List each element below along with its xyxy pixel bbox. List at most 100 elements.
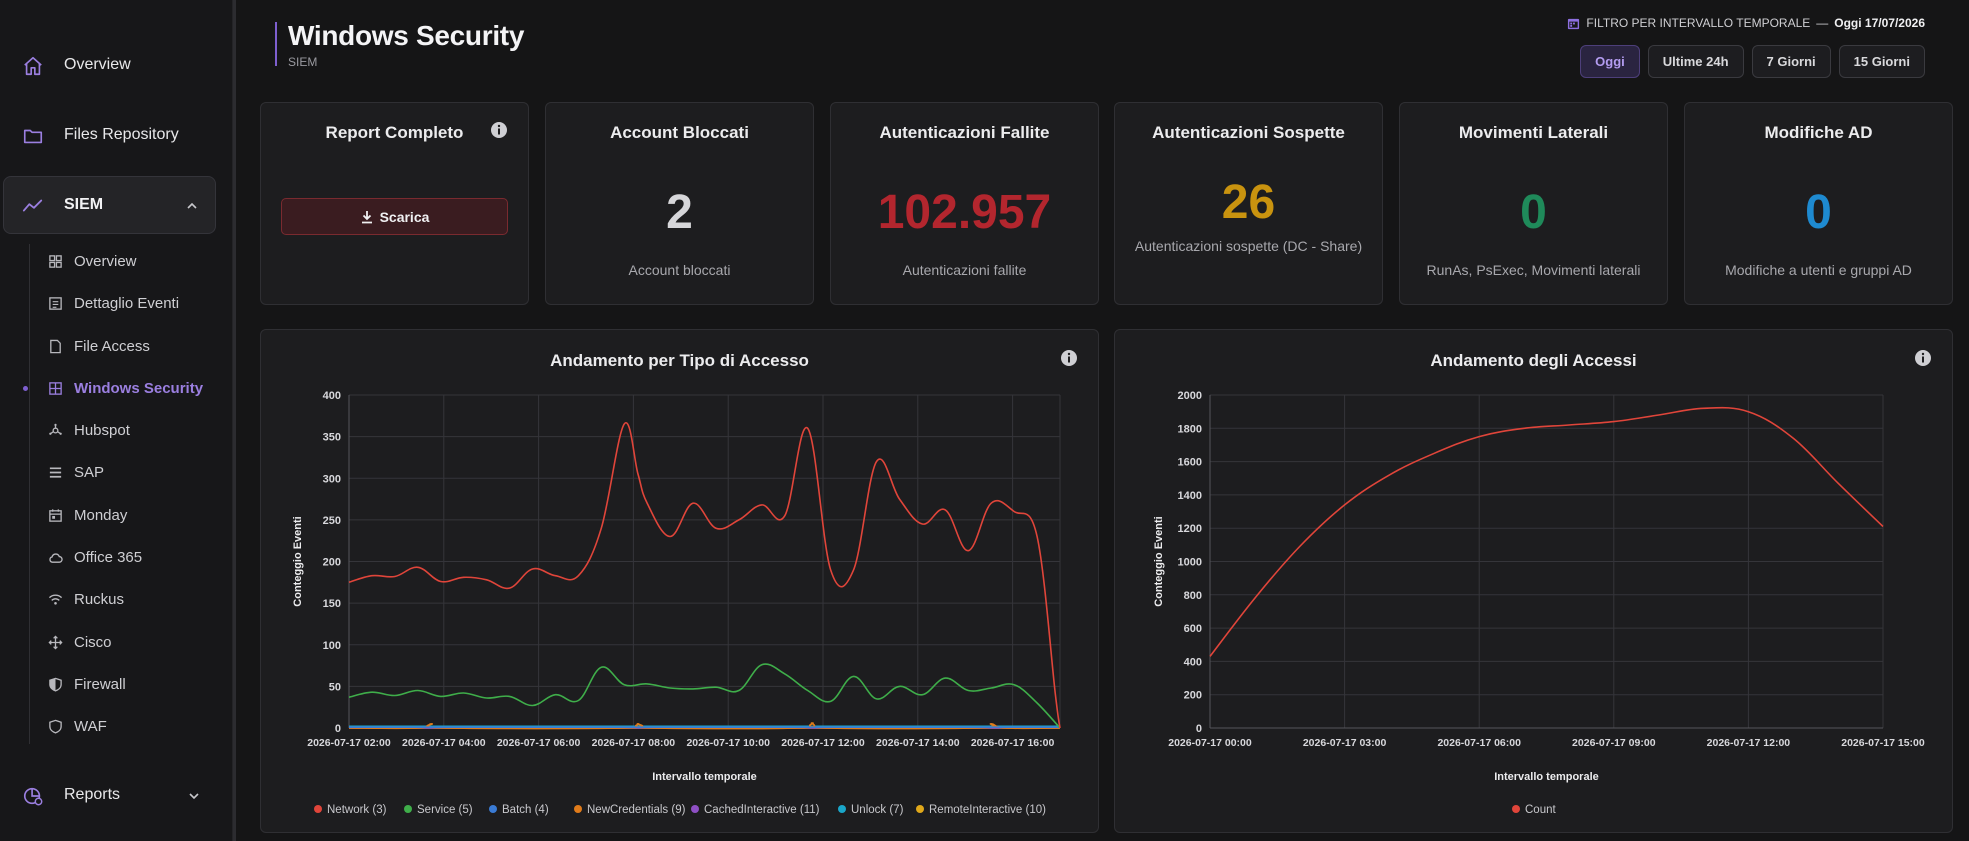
y-tick-label: 800: [1184, 590, 1202, 602]
sidebar-subitem-overview[interactable]: Overview: [48, 246, 218, 276]
submenu-line: [29, 244, 30, 744]
sidebar-item-label: Overview: [64, 56, 131, 73]
wifi-icon: [48, 594, 63, 605]
page-subtitle: SIEM: [288, 55, 318, 69]
filter-label: FILTRO PER INTERVALLO TEMPORALE: [1586, 16, 1811, 30]
legend-label: Unlock (7): [851, 804, 904, 816]
hubspot-icon: [49, 423, 62, 435]
sidebar: Overview Files Repository SIEM Overview …: [0, 0, 236, 841]
chart-title: Andamento per Tipo di Accesso: [550, 351, 809, 370]
chevron-up-icon[interactable]: [185, 199, 199, 213]
sidebar-item-overview[interactable]: Overview: [0, 42, 233, 88]
x-tick-label: 2026-07-17 00:00: [1168, 737, 1252, 749]
y-tick-label: 1400: [1178, 490, 1202, 502]
card-value: 26: [1221, 176, 1276, 229]
card-title: Report Completo: [325, 123, 464, 142]
info-icon[interactable]: [1914, 349, 1932, 367]
x-tick-label: 2026-07-17 16:00: [971, 737, 1055, 749]
legend-label: RemoteInteractive (10): [929, 804, 1046, 816]
y-tick-label: 150: [323, 598, 341, 610]
x-tick-label: 2026-07-17 03:00: [1303, 737, 1387, 749]
card-value: 0: [1520, 186, 1547, 239]
sidebar-subitem-cisco[interactable]: Cisco: [48, 627, 218, 657]
trend-line-icon: [22, 199, 43, 212]
sidebar-subitem-windows-security[interactable]: Windows Security: [48, 373, 218, 403]
y-axis-title: Conteggio Eventi: [292, 516, 304, 606]
y-tick-label: 0: [335, 723, 341, 735]
x-axis-title: Intervallo temporale: [1494, 771, 1599, 783]
card-title: Account Bloccati: [610, 123, 749, 142]
sidebar-item-reports[interactable]: Reports: [0, 772, 233, 818]
range-24h-button[interactable]: Ultime 24h: [1647, 45, 1744, 78]
download-button[interactable]: Scarica: [281, 198, 508, 235]
sidebar-subitem-label: Office 365: [74, 549, 143, 566]
sidebar-item-label: Reports: [64, 786, 121, 803]
sidebar-subitem-monday[interactable]: Monday: [48, 500, 218, 530]
windows-icon: [49, 382, 62, 395]
y-tick-label: 200: [323, 557, 341, 569]
card-value: 0: [1805, 186, 1832, 239]
sidebar-subitem-label: Cisco: [74, 634, 112, 651]
server-icon: [49, 467, 62, 478]
download-label: Scarica: [379, 208, 430, 225]
chart-grid: [1209, 394, 1884, 729]
info-icon[interactable]: [490, 121, 508, 139]
sidebar-subitem-file-access[interactable]: File Access: [48, 331, 218, 361]
legend-item: Count: [1512, 804, 1556, 816]
sidebar-subitem-firewall[interactable]: Firewall: [48, 669, 218, 699]
x-tick-label: 2026-07-17 08:00: [592, 737, 676, 749]
calendar-icon: [49, 509, 62, 522]
sidebar-subitem-hubspot[interactable]: Hubspot: [48, 415, 218, 445]
legend-label: Count: [1525, 804, 1556, 816]
card-description: RunAs, PsExec, Movimenti laterali: [1426, 262, 1641, 278]
y-axis-title: Conteggio Eventi: [1153, 516, 1165, 606]
x-tick-label: 2026-07-17 04:00: [402, 737, 486, 749]
x-tick-label: 2026-07-17 12:00: [781, 737, 865, 749]
chevron-down-icon[interactable]: [187, 789, 201, 803]
y-tick-label: 1600: [1178, 457, 1202, 469]
x-tick-label: 2026-07-17 09:00: [1572, 737, 1656, 749]
line-chart-tipo-accesso: 0 50 100 150 200 250 300 350 400 2026-07-17 02:00…: [292, 390, 1061, 816]
card-autenticazioni-sospette: Autenticazioni Sospette 26 Autenticazion…: [1114, 102, 1383, 305]
card-report-completo: Report Completo Scarica: [260, 102, 529, 305]
card-description: Account bloccati: [628, 262, 731, 278]
card-description: Autenticazioni sospette (DC - Share): [1134, 238, 1363, 254]
legend-item: CachedInteractive (11): [691, 804, 820, 816]
sidebar-subitem-office-365[interactable]: Office 365: [48, 542, 218, 572]
title-accent-bar: [275, 22, 277, 66]
legend-swatch: [916, 805, 924, 813]
info-icon[interactable]: [1060, 349, 1078, 367]
folder-icon: [23, 129, 43, 144]
active-indicator: [23, 386, 28, 391]
sidebar-subitem-sap[interactable]: SAP: [48, 457, 218, 487]
sidebar-subitem-label: Windows Security: [74, 380, 204, 397]
sidebar-subitem-label: WAF: [74, 718, 107, 735]
sidebar-item-files-repository[interactable]: Files Repository: [0, 112, 233, 158]
sidebar-subitem-waf[interactable]: WAF: [48, 711, 218, 741]
sidebar-subitem-dettaglio-eventi[interactable]: Dettaglio Eventi: [48, 288, 218, 318]
y-tick-label: 1200: [1178, 523, 1202, 535]
cloud-icon: [49, 553, 63, 563]
sidebar-subitem-label: Dettaglio Eventi: [74, 295, 180, 312]
legend-swatch: [574, 805, 582, 813]
range-7d-button[interactable]: 7 Giorni: [1751, 45, 1831, 78]
chart-panel-accessi: Andamento degli Accessi 0 200 400 600 800 100…: [1114, 329, 1953, 833]
sidebar-item-siem[interactable]: SIEM: [3, 176, 216, 234]
range-15d-button[interactable]: 15 Giorni: [1838, 45, 1925, 78]
legend-item: Service (5): [404, 804, 473, 816]
file-icon: [50, 339, 61, 354]
card-value: 102.957: [877, 186, 1052, 239]
range-today-button[interactable]: Oggi: [1580, 45, 1640, 78]
legend-swatch: [1512, 805, 1520, 813]
x-tick-label: 2026-07-17 06:00: [497, 737, 581, 749]
shield-icon: [49, 677, 62, 692]
sidebar-item-label: Files Repository: [64, 126, 179, 143]
y-tick-label: 250: [323, 515, 341, 527]
sidebar-subitem-ruckus[interactable]: Ruckus: [48, 584, 218, 614]
series-line: [1209, 406, 1884, 657]
chart-title: Andamento degli Accessi: [1430, 351, 1637, 370]
y-tick-label: 50: [329, 681, 341, 693]
series-line: [348, 663, 1061, 729]
card-modifiche-ad: Modifiche AD 0 Modifiche a utenti e grup…: [1684, 102, 1953, 305]
download-icon: [361, 210, 372, 223]
